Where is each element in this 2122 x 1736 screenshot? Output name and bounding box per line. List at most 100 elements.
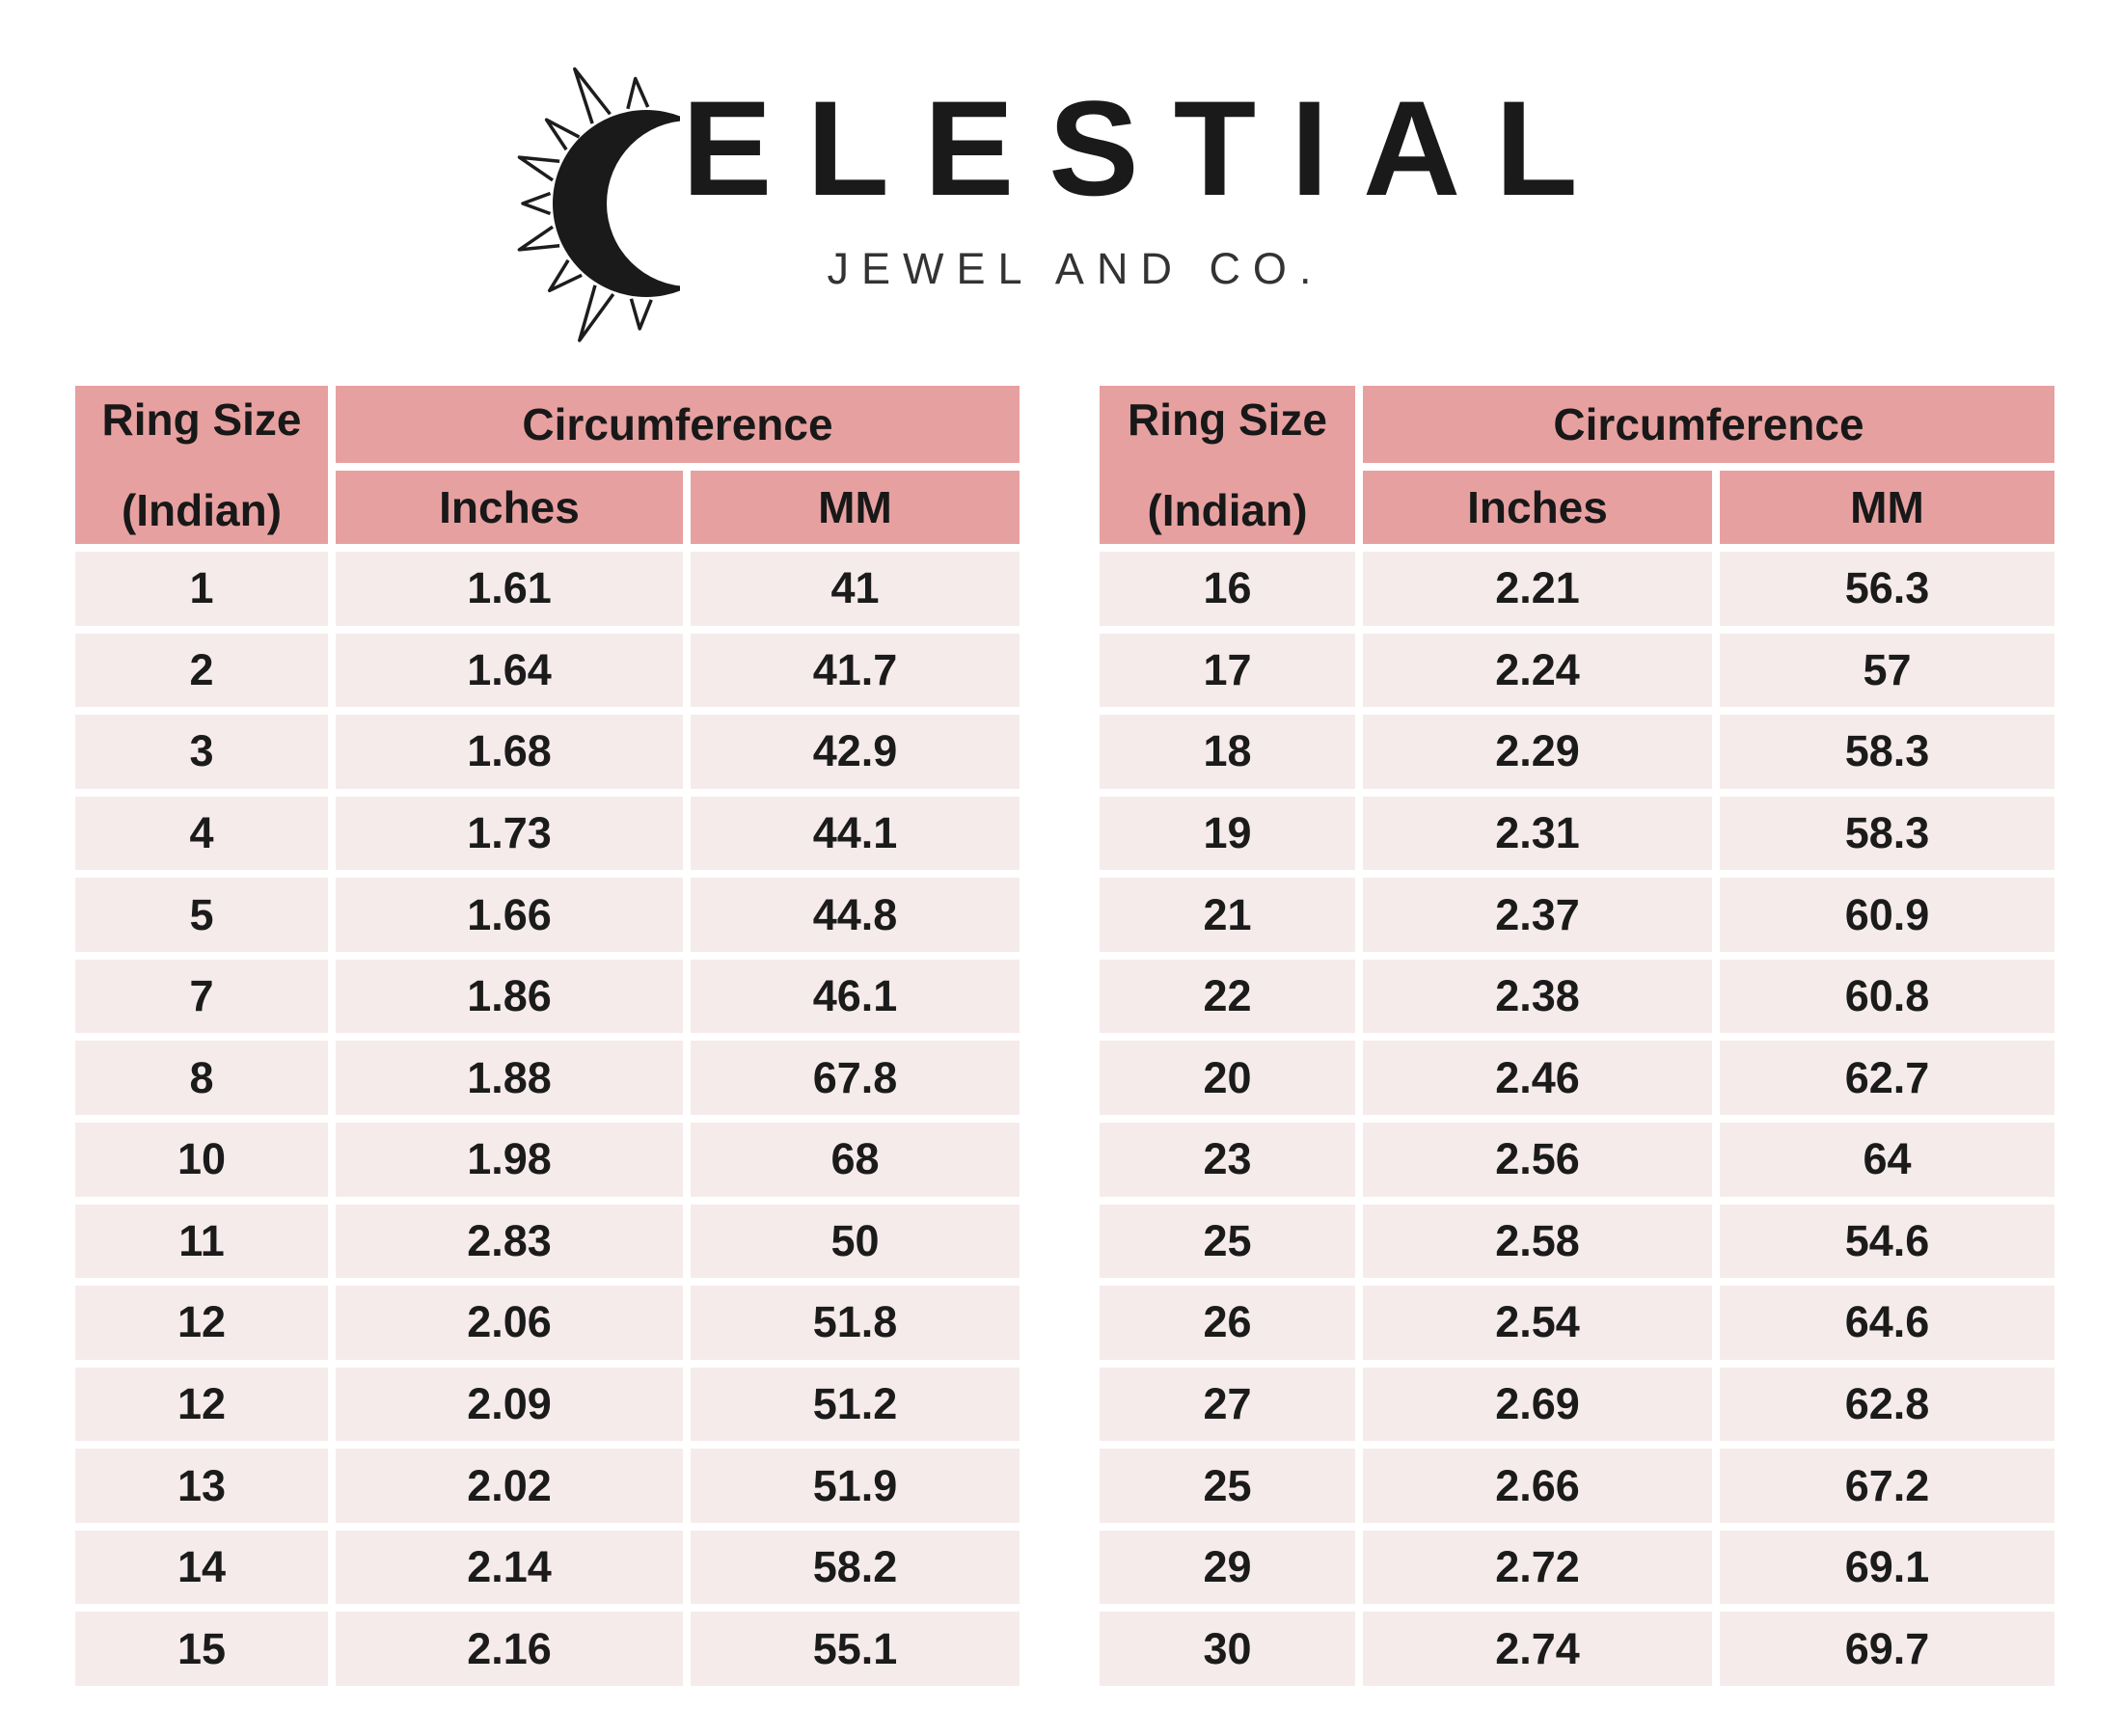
mm-cell: 69.1 xyxy=(1720,1530,2054,1605)
mm-cell: 46.1 xyxy=(691,959,1020,1034)
inches-cell: 2.74 xyxy=(1363,1612,1712,1686)
mm-cell: 50 xyxy=(691,1204,1020,1279)
inches-cell: 1.98 xyxy=(336,1122,683,1197)
inches-cell: 1.86 xyxy=(336,959,683,1034)
ring-size-cell: 4 xyxy=(75,796,328,871)
mm-cell: 64.6 xyxy=(1720,1286,2054,1360)
mm-cell: 69.7 xyxy=(1720,1612,2054,1686)
inches-cell: 2.16 xyxy=(336,1612,683,1686)
mm-cell: 58.3 xyxy=(1720,796,2054,871)
brand-wordmark: ELESTIAL xyxy=(682,72,1613,224)
inches-cell: 1.66 xyxy=(336,878,683,952)
mm-cell: 58.2 xyxy=(691,1530,1020,1605)
circumference-header-cell: Circumference xyxy=(336,386,1020,463)
inches-cell: 2.83 xyxy=(336,1204,683,1279)
inches-cell: 2.21 xyxy=(1363,552,1712,626)
ring-size-cell: 5 xyxy=(75,878,328,952)
mm-cell: 42.9 xyxy=(691,715,1020,789)
inches-cell: 2.14 xyxy=(336,1530,683,1605)
inches-cell: 2.24 xyxy=(1363,633,1712,708)
inches-header-cell: Inches xyxy=(336,471,683,544)
inches-cell: 1.68 xyxy=(336,715,683,789)
inches-cell: 1.88 xyxy=(336,1041,683,1115)
ring-size-cell: 22 xyxy=(1100,959,1355,1034)
ring-size-cell: 25 xyxy=(1100,1449,1355,1523)
ring-size-cell: 15 xyxy=(75,1612,328,1686)
ring-size-cell: 1 xyxy=(75,552,328,626)
ring-size-cell: 13 xyxy=(75,1449,328,1523)
inches-cell: 1.64 xyxy=(336,633,683,708)
inches-cell: 2.38 xyxy=(1363,959,1712,1034)
ring-size-header-line2: (Indian) xyxy=(1147,485,1308,535)
ring-size-header-line2: (Indian) xyxy=(121,485,283,535)
ring-size-header-line1: Ring Size xyxy=(1127,394,1328,445)
mm-cell: 41.7 xyxy=(691,633,1020,708)
sun-crescent-icon xyxy=(517,67,680,342)
mm-cell: 68 xyxy=(691,1122,1020,1197)
ring-size-cell: 27 xyxy=(1100,1367,1355,1442)
mm-cell: 62.8 xyxy=(1720,1367,2054,1442)
inches-cell: 2.09 xyxy=(336,1367,683,1442)
mm-cell: 57 xyxy=(1720,633,2054,708)
inches-cell: 2.66 xyxy=(1363,1449,1712,1523)
brand-logo: ELESTIAL JEWEL AND CO. xyxy=(516,53,1606,371)
ring-size-cell: 16 xyxy=(1100,552,1355,626)
inches-cell: 2.56 xyxy=(1363,1122,1712,1197)
inches-cell: 2.54 xyxy=(1363,1286,1712,1360)
mm-cell: 60.9 xyxy=(1720,878,2054,952)
mm-cell: 55.1 xyxy=(691,1612,1020,1686)
mm-cell: 44.8 xyxy=(691,878,1020,952)
mm-cell: 67.8 xyxy=(691,1041,1020,1115)
mm-cell: 44.1 xyxy=(691,796,1020,871)
mm-cell: 51.2 xyxy=(691,1367,1020,1442)
ring-size-cell: 14 xyxy=(75,1530,328,1605)
inches-cell: 2.69 xyxy=(1363,1367,1712,1442)
mm-cell: 58.3 xyxy=(1720,715,2054,789)
inches-header-cell: Inches xyxy=(1363,471,1712,544)
inches-cell: 1.73 xyxy=(336,796,683,871)
ring-size-cell: 11 xyxy=(75,1204,328,1279)
ring-size-header-cell: Ring Size (Indian) xyxy=(1100,386,1355,544)
ring-size-cell: 26 xyxy=(1100,1286,1355,1360)
mm-cell: 51.8 xyxy=(691,1286,1020,1360)
ring-size-cell: 3 xyxy=(75,715,328,789)
inches-cell: 2.46 xyxy=(1363,1041,1712,1115)
ring-size-table-right: Ring Size (Indian) Circumference Inches … xyxy=(1100,386,2054,1686)
inches-cell: 2.58 xyxy=(1363,1204,1712,1279)
ring-size-header-cell: Ring Size (Indian) xyxy=(75,386,328,544)
ring-size-header-line1: Ring Size xyxy=(101,394,302,445)
inches-cell: 2.29 xyxy=(1363,715,1712,789)
mm-cell: 51.9 xyxy=(691,1449,1020,1523)
ring-size-cell: 18 xyxy=(1100,715,1355,789)
mm-cell: 64 xyxy=(1720,1122,2054,1197)
ring-size-cell: 12 xyxy=(75,1286,328,1360)
mm-cell: 67.2 xyxy=(1720,1449,2054,1523)
mm-cell: 56.3 xyxy=(1720,552,2054,626)
ring-size-cell: 10 xyxy=(75,1122,328,1197)
inches-cell: 1.61 xyxy=(336,552,683,626)
inches-cell: 2.06 xyxy=(336,1286,683,1360)
mm-header-cell: MM xyxy=(1720,471,2054,544)
ring-size-cell: 30 xyxy=(1100,1612,1355,1686)
ring-size-cell: 29 xyxy=(1100,1530,1355,1605)
mm-cell: 62.7 xyxy=(1720,1041,2054,1115)
inches-cell: 2.72 xyxy=(1363,1530,1712,1605)
inches-cell: 2.31 xyxy=(1363,796,1712,871)
mm-cell: 41 xyxy=(691,552,1020,626)
ring-size-cell: 25 xyxy=(1100,1204,1355,1279)
inches-cell: 2.02 xyxy=(336,1449,683,1523)
ring-size-cell: 8 xyxy=(75,1041,328,1115)
circumference-header-cell: Circumference xyxy=(1363,386,2054,463)
ring-size-cell: 20 xyxy=(1100,1041,1355,1115)
mm-cell: 60.8 xyxy=(1720,959,2054,1034)
brand-subtitle: JEWEL AND CO. xyxy=(827,244,1324,293)
ring-size-cell: 21 xyxy=(1100,878,1355,952)
ring-size-cell: 17 xyxy=(1100,633,1355,708)
ring-size-cell: 12 xyxy=(75,1367,328,1442)
ring-size-table-left: Ring Size (Indian) Circumference Inches … xyxy=(75,386,1020,1686)
mm-header-cell: MM xyxy=(691,471,1020,544)
ring-size-cell: 2 xyxy=(75,633,328,708)
ring-size-cell: 7 xyxy=(75,959,328,1034)
ring-size-cell: 19 xyxy=(1100,796,1355,871)
